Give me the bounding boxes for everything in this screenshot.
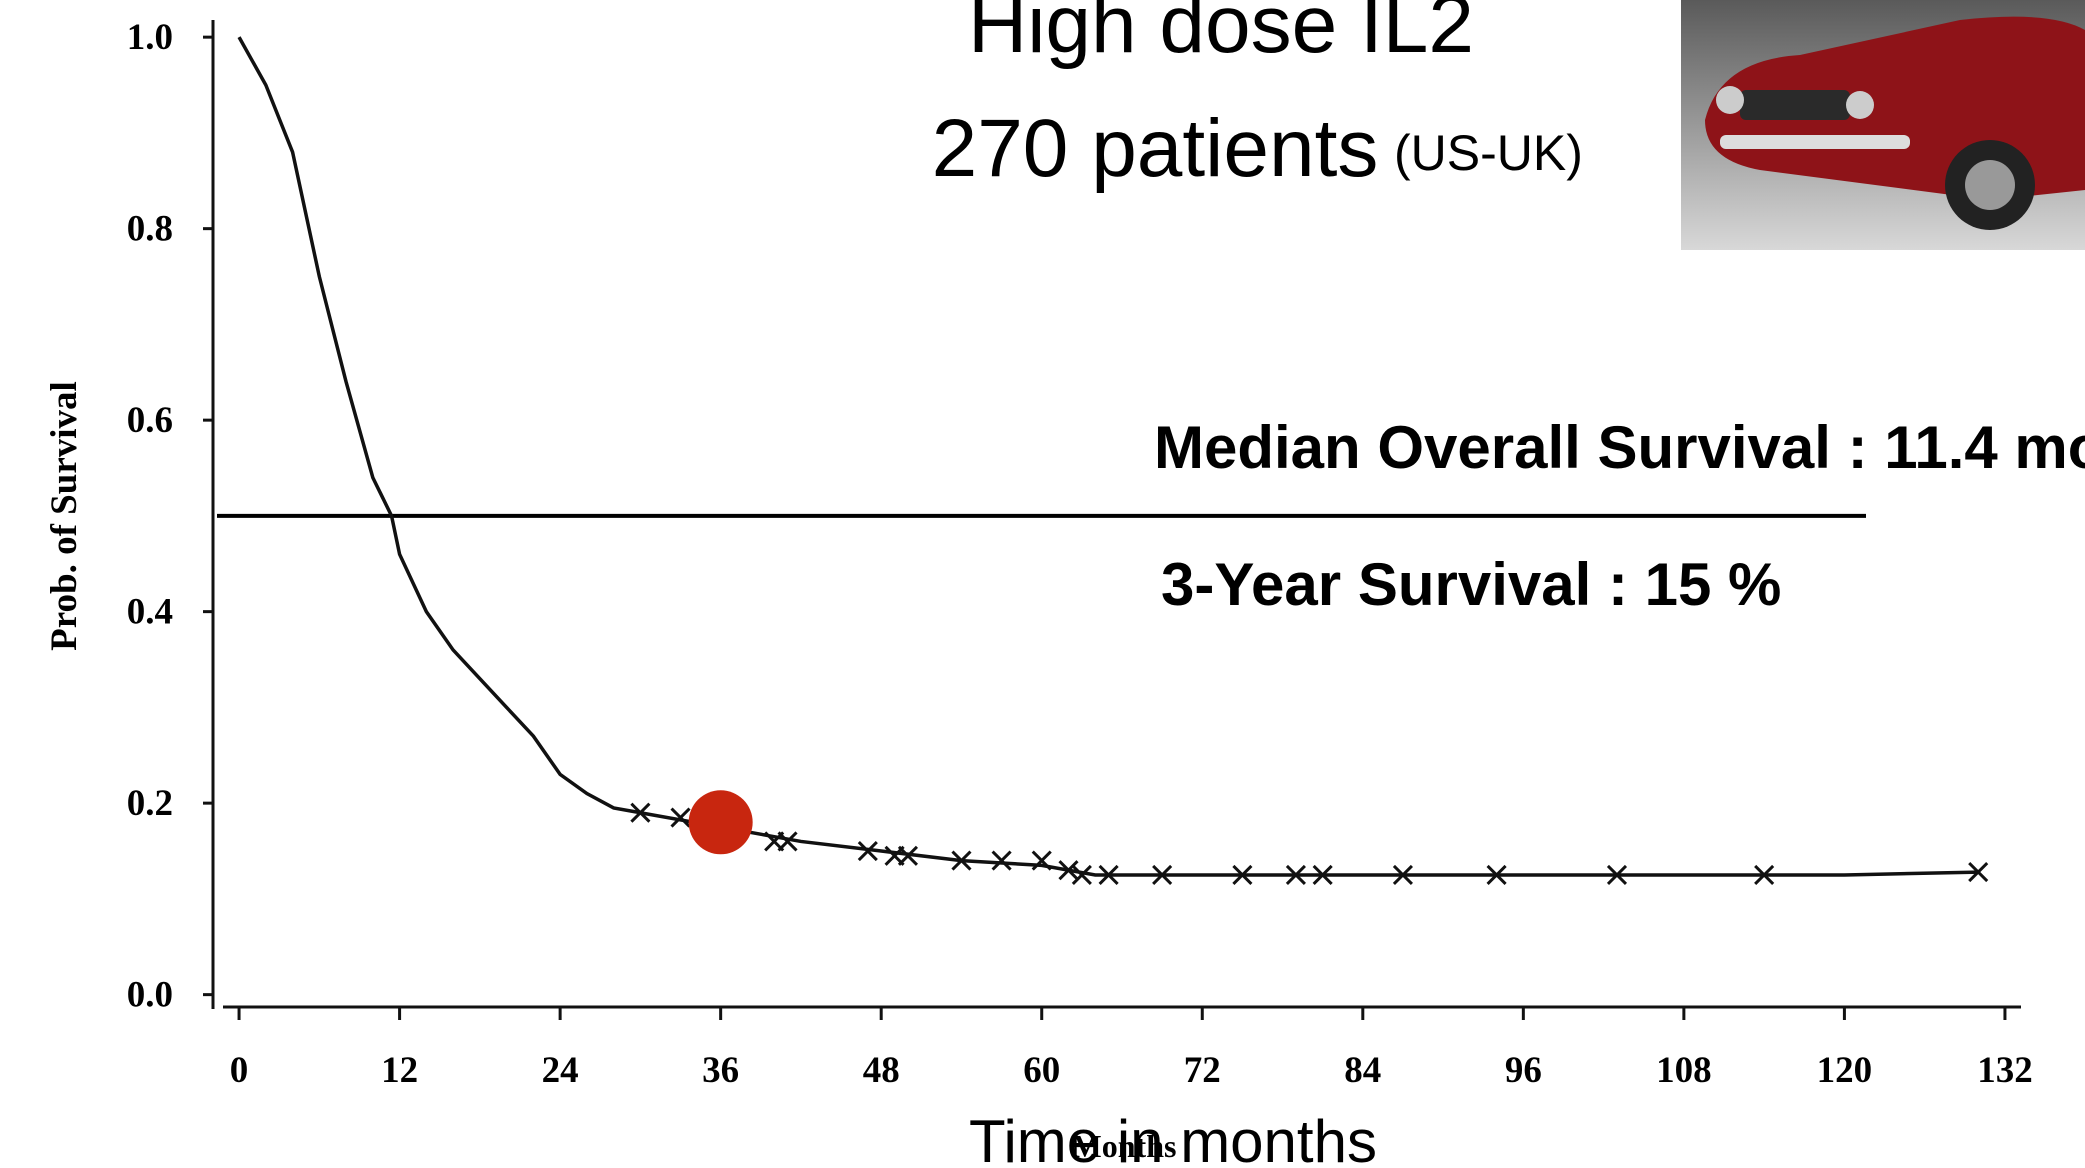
subtitle: 270 patients [932, 103, 1379, 194]
y-tick-label: 0.8 [127, 209, 173, 250]
censor-mark [951, 850, 972, 871]
censor-mark [777, 831, 798, 852]
x-tick-label: 108 [1656, 1050, 1712, 1091]
y-tick-label: 0.0 [127, 975, 173, 1016]
y-tick-label: 0.4 [127, 592, 173, 633]
censor-mark [857, 840, 878, 862]
annotation: 3-Year Survival : 15 % [1161, 551, 1781, 618]
x-tick-label: 84 [1344, 1050, 1381, 1091]
y-axis-label: Prob. of Survival [44, 381, 85, 651]
x-axis-label: Time in months [969, 1108, 1377, 1168]
x-tick-label: 120 [1817, 1050, 1873, 1091]
subtitle-note: (US-UK) [1394, 125, 1583, 181]
x-tick-label: 0 [230, 1050, 249, 1091]
highlight-dot [688, 790, 753, 855]
censor-mark [1058, 860, 1079, 881]
y-tick-label: 1.0 [127, 17, 173, 58]
censor-mark [1071, 864, 1092, 886]
annotation: Median Overall Survival : 11.4 months [1154, 414, 2085, 481]
x-tick-label: 48 [863, 1050, 900, 1091]
y-tick-label: 0.2 [127, 783, 173, 824]
x-tick-label: 24 [542, 1050, 579, 1091]
censor-mark [1968, 862, 1989, 883]
censor-mark [1754, 864, 1775, 886]
x-tick-label: 72 [1184, 1050, 1221, 1091]
censor-mark [1152, 864, 1173, 886]
censor-mark [1285, 864, 1306, 886]
x-tick-label: 132 [1977, 1050, 2033, 1091]
censor-mark [1098, 864, 1119, 886]
censor-mark [1392, 864, 1414, 886]
censor-mark [630, 802, 651, 823]
censor-mark [1031, 850, 1052, 871]
y-tick-label: 0.6 [127, 400, 173, 441]
x-tick-label: 96 [1505, 1050, 1542, 1091]
censor-mark [1232, 864, 1253, 886]
censor-mark [1486, 864, 1507, 886]
title: High dose IL2 [968, 0, 1474, 70]
x-axis-label-original: Months [1072, 1128, 1177, 1164]
car-photo [1681, 0, 2085, 250]
censor-mark [897, 845, 919, 866]
censor-mark [991, 850, 1012, 871]
censor-mark [670, 807, 691, 828]
x-tick-label: 12 [381, 1050, 418, 1091]
censor-mark [1312, 864, 1333, 886]
x-tick-label: 60 [1023, 1050, 1060, 1091]
x-tick-label: 36 [702, 1050, 739, 1091]
censor-mark [1606, 864, 1628, 886]
